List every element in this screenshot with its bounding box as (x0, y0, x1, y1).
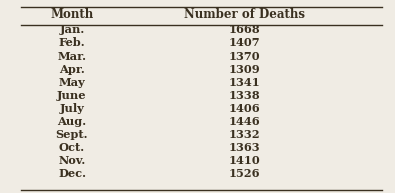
Text: Dec.: Dec. (58, 168, 86, 179)
Text: Apr.: Apr. (59, 64, 85, 75)
Text: 1410: 1410 (229, 155, 260, 166)
Text: 1370: 1370 (229, 51, 260, 62)
Text: Jan.: Jan. (59, 25, 85, 36)
Text: 1341: 1341 (229, 77, 260, 88)
Text: 1332: 1332 (229, 129, 260, 140)
Text: 1338: 1338 (229, 90, 260, 101)
Text: Nov.: Nov. (58, 155, 86, 166)
Text: Number of Deaths: Number of Deaths (184, 8, 305, 21)
Text: 1668: 1668 (229, 25, 260, 36)
Text: 1309: 1309 (229, 64, 260, 75)
Text: May: May (58, 77, 85, 88)
Text: 1407: 1407 (229, 37, 260, 48)
Text: Mar.: Mar. (58, 51, 87, 62)
Text: June: June (57, 90, 87, 101)
Text: 1363: 1363 (229, 142, 260, 153)
Text: Feb.: Feb. (59, 37, 85, 48)
Text: Aug.: Aug. (57, 116, 87, 127)
Text: Oct.: Oct. (59, 142, 85, 153)
Text: 1406: 1406 (229, 103, 260, 114)
Text: 1446: 1446 (229, 116, 260, 127)
Text: 1526: 1526 (229, 168, 260, 179)
Text: July: July (60, 103, 85, 114)
Text: Month: Month (51, 8, 94, 21)
Text: Sept.: Sept. (56, 129, 88, 140)
